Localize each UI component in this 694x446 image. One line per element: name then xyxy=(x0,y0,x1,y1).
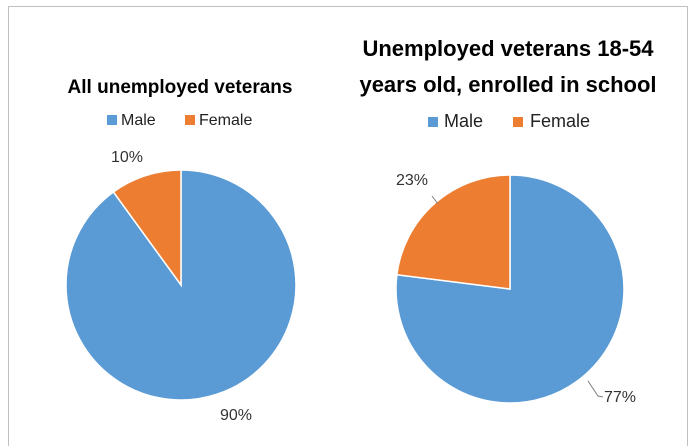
chart-1-legend-label-female: Female xyxy=(199,112,252,129)
chart-1-slice-female xyxy=(112,169,182,288)
chart-2-leader-line-male xyxy=(587,380,604,398)
pie-charts: All unemployed veterans Male Female 90% 10% U… xyxy=(65,36,657,424)
chart-2-legend-swatch-female xyxy=(513,117,523,127)
chart-frame xyxy=(8,6,688,446)
chart-2-leader-line-female xyxy=(431,195,439,205)
chart-1-slice-male xyxy=(65,169,297,401)
chart-2-slice-female xyxy=(396,174,511,290)
chart-1-title-line-1: All unemployed veterans xyxy=(68,77,293,98)
chart-2-title-line-1: Unemployed veterans 18-54 xyxy=(362,36,654,61)
chart-1-data-label-male: 90% xyxy=(220,407,252,424)
chart-2-legend-swatch-male xyxy=(428,117,438,127)
chart-2-title-line-2: years old, enrolled in school xyxy=(359,72,656,97)
chart-2-data-label-female: 23% xyxy=(396,172,428,189)
chart-2-legend-label-female: Female xyxy=(530,111,590,131)
chart-1-legend-swatch-female xyxy=(185,115,195,125)
chart-2-data-label-male: 77% xyxy=(604,389,636,406)
chart-1-legend-label-male: Male xyxy=(121,112,156,129)
chart-1-legend-swatch-male xyxy=(107,115,117,125)
chart-2-legend-label-male: Male xyxy=(444,111,483,131)
chart-1-data-label-female: 10% xyxy=(111,149,143,166)
